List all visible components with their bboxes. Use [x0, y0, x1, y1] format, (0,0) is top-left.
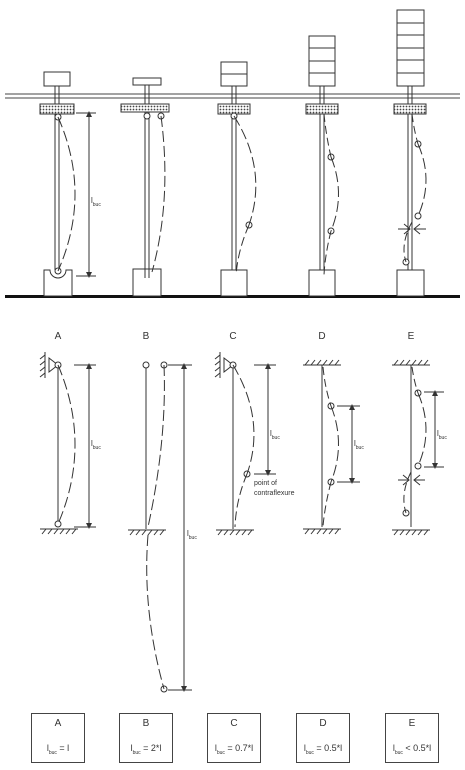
- physical-column-e: [393, 9, 427, 297]
- column-label-e: E: [408, 331, 415, 342]
- model-d: [303, 359, 360, 535]
- column-label-d: D: [318, 331, 325, 342]
- physical-column-d: [305, 35, 339, 297]
- model-a: [39, 352, 96, 535]
- contraflexure-annotation-line1: point of: [254, 480, 277, 487]
- result-box-d: D lbuc = 0.5*l: [296, 713, 350, 763]
- result-formula-e: lbuc < 0.5*l: [392, 743, 432, 756]
- result-box-c: C lbuc = 0.7*l: [207, 713, 261, 763]
- column-labels: A B C D E: [55, 331, 415, 342]
- result-formula-d: lbuc = 0.5*l: [303, 743, 343, 756]
- column-label-c: C: [229, 331, 236, 342]
- model-c: [214, 352, 276, 536]
- result-box-e: E lbuc < 0.5*l: [385, 713, 439, 763]
- result-formula-b: lbuc = 2*l: [130, 743, 162, 756]
- length-label-top-a: lbuc: [91, 196, 101, 208]
- physical-column-b: [120, 77, 170, 297]
- length-label-e: lbuc: [437, 429, 447, 441]
- model-e: [392, 359, 444, 536]
- physical-column-c: [217, 61, 257, 297]
- result-letter-e: E: [408, 718, 416, 729]
- length-label-c: lbuc: [270, 429, 280, 441]
- column-label-a: A: [55, 331, 62, 342]
- result-formula-c: lbuc = 0.7*l: [214, 743, 254, 756]
- length-labels: lbuc lbuc lbuc lbuc lbuc lbuc: [91, 196, 447, 541]
- result-letter-c: C: [230, 718, 238, 729]
- result-box-b: B lbuc = 2*l: [119, 713, 173, 763]
- result-letter-a: A: [54, 718, 62, 729]
- physical-column-a: [39, 71, 96, 297]
- result-formula-a: lbuc = l: [46, 743, 70, 756]
- contraflexure-annotation-line2: contraflexure: [254, 490, 295, 497]
- length-label-a: lbuc: [91, 439, 101, 451]
- column-label-b: B: [143, 331, 150, 342]
- length-label-d: lbuc: [354, 439, 364, 451]
- result-box-a: A lbuc = l: [31, 713, 85, 763]
- result-letter-b: B: [142, 718, 150, 729]
- result-letter-d: D: [319, 718, 327, 729]
- model-b: [128, 361, 192, 693]
- length-label-b: lbuc: [187, 529, 197, 541]
